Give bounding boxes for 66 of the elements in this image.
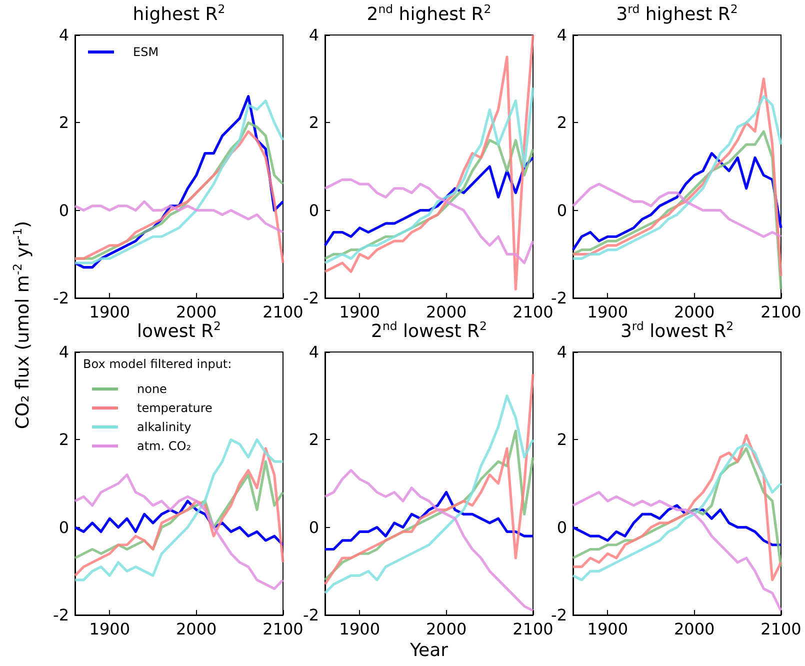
x-tick-label: 2000 <box>426 302 467 322</box>
legend-label: temperature <box>137 401 212 415</box>
x-tick-label: 1900 <box>339 302 380 322</box>
line-series <box>572 182 782 238</box>
line-series <box>324 178 534 264</box>
y-tick-label: 2 <box>308 113 319 132</box>
y-tick-label: -2 <box>303 288 319 308</box>
y-tick-label: 0 <box>556 200 567 220</box>
y-tick-label: 2 <box>556 430 567 450</box>
y-tick-label: -2 <box>303 606 319 624</box>
y-tick-label: 4 <box>556 342 567 362</box>
chart-title: 2$^{nd}$ highest R$^{2}$ <box>366 2 492 25</box>
y-tick-label: 4 <box>556 26 567 44</box>
x-tick-label: 2000 <box>674 302 715 322</box>
legend-label: alkalinity <box>137 420 192 434</box>
y-tick-label: 4 <box>308 26 319 44</box>
chart-title: highest R$^{2}$ <box>132 2 226 25</box>
x-tick-label: 2000 <box>176 302 217 322</box>
chart-title: 2$^{nd}$ lowest R$^{2}$ <box>371 319 487 342</box>
x-tick-label: 2000 <box>426 620 467 638</box>
y-tick-label: 2 <box>556 113 567 132</box>
x-tick-label: 2100 <box>760 620 802 638</box>
legend-label: none <box>137 382 167 396</box>
x-tick-label: 1900 <box>89 620 130 638</box>
chart-title: 3$^{rd}$ highest R$^{2}$ <box>615 2 739 25</box>
x-tick-label: 1900 <box>587 620 628 638</box>
y-tick-label: 2 <box>58 430 69 450</box>
line-series <box>324 86 534 264</box>
line-series <box>324 469 534 612</box>
y-tick-label: 0 <box>556 518 567 537</box>
y-tick-label: -2 <box>551 288 567 308</box>
x-tick-label: 2100 <box>512 302 554 322</box>
y-tick-label: 0 <box>58 200 69 220</box>
x-tick-label: 2100 <box>512 620 554 638</box>
x-tick-label: 2100 <box>262 620 304 638</box>
y-tick-label: 0 <box>58 518 69 537</box>
line-series <box>324 490 534 551</box>
chart-title: lowest R$^{2}$ <box>137 319 221 342</box>
line-series <box>572 78 782 278</box>
legend-title: Box model filtered input: <box>83 357 232 371</box>
x-tick-label: 2100 <box>262 302 304 322</box>
y-tick-label: 2 <box>308 430 319 450</box>
y-tick-label: 4 <box>58 26 69 44</box>
x-axis-title: Year <box>410 640 448 661</box>
x-tick-label: 1900 <box>339 620 380 638</box>
line-series <box>324 34 534 291</box>
chart-title: 3$^{rd}$ lowest R$^{2}$ <box>620 319 734 342</box>
x-tick-label: 2000 <box>176 620 217 638</box>
x-tick-label: 1900 <box>587 302 628 322</box>
y-tick-label: -2 <box>53 288 69 308</box>
line-series <box>572 95 782 260</box>
y-tick-label: -2 <box>551 606 567 624</box>
y-tick-label: 4 <box>58 342 69 362</box>
x-tick-label: 2000 <box>674 620 715 638</box>
x-tick-label: 2100 <box>760 302 802 322</box>
y-tick-label: -2 <box>53 606 69 624</box>
y-tick-label: 2 <box>58 113 69 132</box>
legend-label: atm. CO₂ <box>137 439 192 453</box>
line-series <box>74 473 284 590</box>
y-tick-label: 0 <box>308 200 319 220</box>
line-series <box>74 200 284 234</box>
y-tick-label: 0 <box>308 518 319 537</box>
y-tick-label: 4 <box>308 342 319 362</box>
legend-label: ESM <box>133 45 159 59</box>
line-series <box>572 490 782 612</box>
x-tick-label: 1900 <box>89 302 130 322</box>
